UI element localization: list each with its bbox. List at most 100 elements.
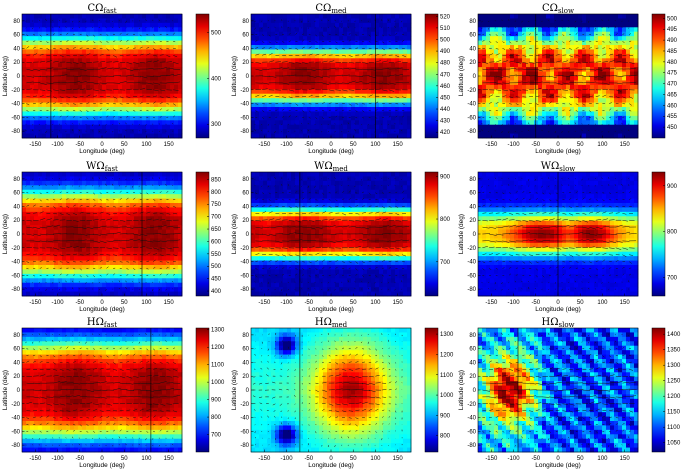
heatmap-cell bbox=[110, 32, 114, 37]
heatmap-cell bbox=[66, 129, 70, 134]
heatmap-cell bbox=[150, 23, 154, 28]
heatmap-cell bbox=[162, 36, 166, 41]
heatmap-cell bbox=[26, 134, 30, 139]
heatmap-cell bbox=[78, 27, 82, 32]
heatmap-cell bbox=[263, 107, 267, 112]
heatmap-cell bbox=[343, 107, 347, 112]
heatmap-cell bbox=[130, 107, 134, 112]
heatmap-cell bbox=[78, 134, 82, 139]
heatmap-cell bbox=[154, 134, 158, 139]
heatmap-cell bbox=[90, 32, 94, 37]
heatmap-cell bbox=[162, 23, 166, 28]
heatmap-cell bbox=[170, 125, 174, 130]
heatmap-cell bbox=[319, 111, 323, 116]
heatmap-cell bbox=[42, 23, 46, 28]
heatmap-cell bbox=[267, 72, 271, 77]
heatmap-cell bbox=[339, 63, 343, 68]
heatmap-cell bbox=[303, 107, 307, 112]
heatmap-cell bbox=[98, 41, 102, 46]
heatmap-cell bbox=[102, 32, 106, 37]
heatmap-cell bbox=[335, 27, 339, 32]
heatmap-cell bbox=[122, 63, 126, 68]
heatmap-cell bbox=[22, 41, 26, 46]
heatmap-cell bbox=[42, 129, 46, 134]
heatmap-cell bbox=[146, 98, 150, 103]
heatmap-cell bbox=[291, 111, 295, 116]
heatmap-cell bbox=[102, 120, 106, 125]
heatmap-cell bbox=[351, 63, 355, 68]
heatmap-cell bbox=[303, 85, 307, 90]
heatmap-cell bbox=[174, 85, 178, 90]
heatmap-cell bbox=[54, 76, 58, 81]
heatmap-cell bbox=[42, 63, 46, 68]
heatmap-cell bbox=[255, 111, 259, 116]
heatmap-cell bbox=[291, 32, 295, 37]
heatmap-cell bbox=[86, 63, 90, 68]
heatmap-cell bbox=[263, 36, 267, 41]
heatmap-cell bbox=[251, 98, 255, 103]
heatmap-cell bbox=[46, 58, 50, 63]
heatmap-cell bbox=[323, 98, 327, 103]
heatmap-cell bbox=[263, 41, 267, 46]
heatmap-cell bbox=[327, 125, 331, 130]
heatmap-cell bbox=[259, 49, 263, 54]
heatmap-cell bbox=[42, 45, 46, 50]
heatmap-cell bbox=[299, 94, 303, 99]
heatmap-cell bbox=[142, 27, 146, 32]
heatmap-cell bbox=[307, 98, 311, 103]
heatmap-cell bbox=[359, 98, 363, 103]
heatmap-cell bbox=[58, 49, 62, 54]
figure: -150 -100 -50 0 50 100 150806040200-20-40-60-8… bbox=[0, 0, 685, 472]
heatmap-cell bbox=[263, 32, 267, 37]
heatmap-cell bbox=[283, 45, 287, 50]
heatmap-cell bbox=[106, 36, 110, 41]
heatmap-cell bbox=[291, 89, 295, 94]
heatmap-cell bbox=[279, 54, 283, 59]
heatmap-cell bbox=[271, 32, 275, 37]
heatmap-cell bbox=[46, 27, 50, 32]
heatmap-cell bbox=[287, 125, 291, 130]
heatmap-cell bbox=[359, 36, 363, 41]
heatmap-cell bbox=[82, 120, 86, 125]
heatmap-cell bbox=[114, 76, 118, 81]
heatmap-cell bbox=[54, 18, 58, 23]
heatmap-cell bbox=[154, 49, 158, 54]
heatmap-cell bbox=[279, 129, 283, 134]
heatmap-cell bbox=[90, 107, 94, 112]
heatmap-cell bbox=[142, 89, 146, 94]
heatmap-cell bbox=[74, 23, 78, 28]
heatmap-cell bbox=[351, 120, 355, 125]
heatmap-cell bbox=[118, 27, 122, 32]
heatmap-cell bbox=[70, 120, 74, 125]
heatmap-cell bbox=[319, 32, 323, 37]
heatmap-cell bbox=[78, 49, 82, 54]
heatmap-cell bbox=[22, 72, 26, 77]
heatmap-cell bbox=[70, 54, 74, 59]
heatmap-cell bbox=[275, 129, 279, 134]
heatmap-cell bbox=[319, 23, 323, 28]
heatmap-cell bbox=[323, 85, 327, 90]
heatmap-cell bbox=[319, 18, 323, 23]
heatmap-cell bbox=[62, 98, 66, 103]
heatmap-cell bbox=[126, 120, 130, 125]
heatmap-cell bbox=[162, 54, 166, 59]
heatmap-cell bbox=[86, 18, 90, 23]
heatmap-cell bbox=[331, 54, 335, 59]
heatmap-cell bbox=[331, 94, 335, 99]
heatmap-cell bbox=[162, 94, 166, 99]
heatmap-cell bbox=[118, 72, 122, 77]
heatmap-cell bbox=[98, 49, 102, 54]
heatmap-cell bbox=[46, 72, 50, 77]
heatmap-cell bbox=[355, 129, 359, 134]
heatmap-cell bbox=[287, 98, 291, 103]
heatmap-cell bbox=[66, 76, 70, 81]
heatmap-cell bbox=[22, 120, 26, 125]
heatmap-cell bbox=[114, 125, 118, 130]
heatmap-cell bbox=[307, 125, 311, 130]
heatmap-cell bbox=[287, 120, 291, 125]
heatmap-cell bbox=[275, 54, 279, 59]
heatmap-cell bbox=[102, 45, 106, 50]
heatmap-cell bbox=[58, 14, 62, 19]
heatmap-cell bbox=[98, 103, 102, 108]
heatmap-cell bbox=[54, 98, 58, 103]
